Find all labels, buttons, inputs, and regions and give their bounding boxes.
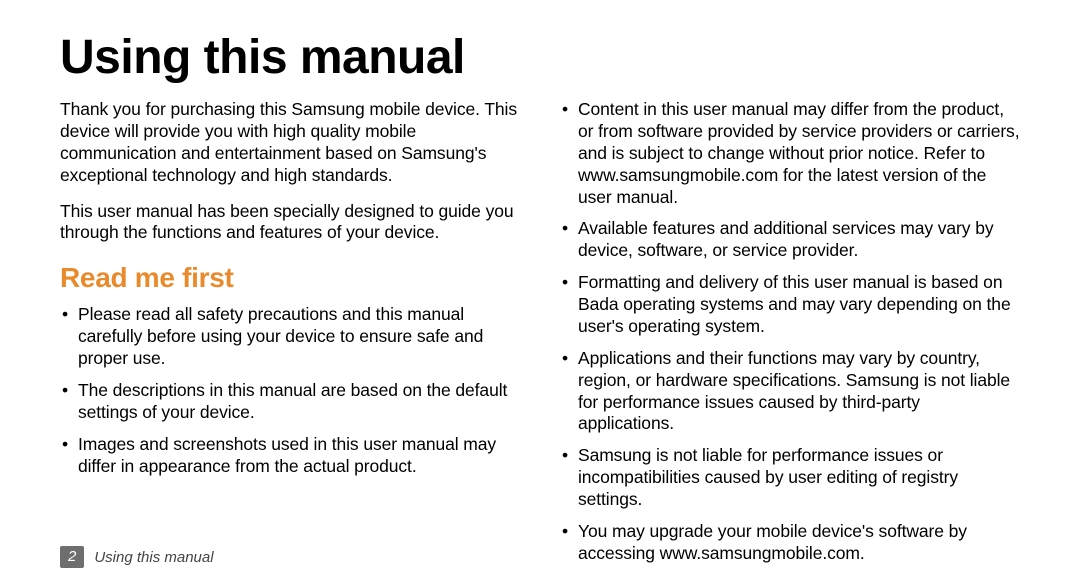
list-item: Content in this user manual may differ f… — [560, 99, 1020, 208]
page-footer: 2 Using this manual — [60, 546, 214, 568]
right-column: Content in this user manual may differ f… — [560, 99, 1020, 575]
list-item: The descriptions in this manual are base… — [60, 380, 520, 424]
list-item: Available features and additional servic… — [560, 218, 1020, 262]
list-item: You may upgrade your mobile device's sof… — [560, 521, 1020, 565]
list-item: Formatting and delivery of this user man… — [560, 272, 1020, 338]
footer-label: Using this manual — [94, 549, 213, 566]
right-bullet-list: Content in this user manual may differ f… — [560, 99, 1020, 565]
list-item: Images and screenshots used in this user… — [60, 434, 520, 478]
intro-paragraph-2: This user manual has been specially desi… — [60, 201, 520, 245]
section-heading: Read me first — [60, 262, 520, 294]
list-item: Please read all safety precautions and t… — [60, 304, 520, 370]
content-columns: Thank you for purchasing this Samsung mo… — [60, 99, 1020, 575]
intro-paragraph-1: Thank you for purchasing this Samsung mo… — [60, 99, 520, 187]
page-number-badge: 2 — [60, 546, 84, 568]
list-item: Applications and their functions may var… — [560, 348, 1020, 436]
manual-page: Using this manual Thank you for purchasi… — [0, 0, 1080, 586]
left-bullet-list: Please read all safety precautions and t… — [60, 304, 520, 477]
left-column: Thank you for purchasing this Samsung mo… — [60, 99, 520, 575]
list-item: Samsung is not liable for performance is… — [560, 445, 1020, 511]
page-title: Using this manual — [60, 30, 1020, 85]
